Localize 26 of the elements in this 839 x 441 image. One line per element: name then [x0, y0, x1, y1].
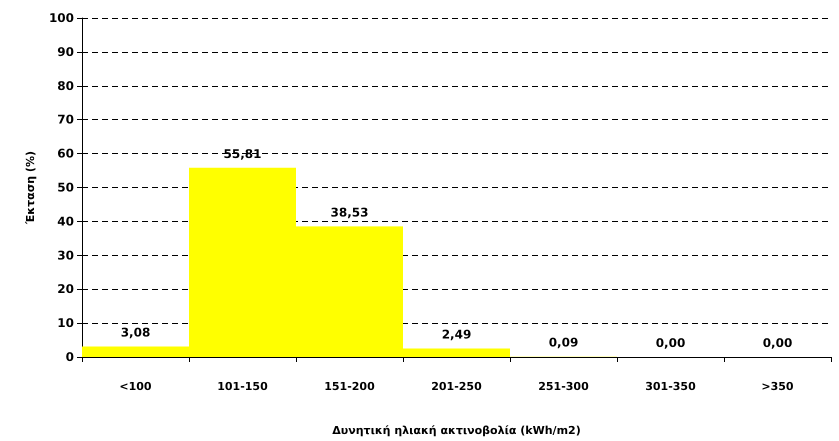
x-tick-label: 201-250 [431, 380, 482, 393]
x-axis-title: Δυνητική ηλιακή ακτινοβολία (kWh/m2) [332, 424, 581, 437]
y-tick-label: 50 [57, 180, 74, 194]
y-tick-label: 10 [57, 316, 74, 330]
data-label: 38,53 [330, 205, 368, 220]
x-tick-label: 101-150 [217, 380, 268, 393]
y-tick-label: 30 [57, 248, 74, 262]
x-tick-label: >350 [761, 380, 794, 393]
y-tick-label: 80 [57, 78, 74, 93]
x-tick-label: 301-350 [645, 380, 696, 393]
data-label: 3,08 [120, 326, 150, 340]
y-axis-title: Έκταση (%) [24, 151, 37, 225]
y-tick-label: 100 [48, 11, 74, 25]
x-tick-label: 151-200 [324, 380, 376, 393]
y-tick-label: 90 [57, 44, 74, 59]
y-tick-label: 70 [57, 112, 74, 127]
y-tick-label: 20 [57, 282, 74, 296]
y-tick-label: 40 [57, 214, 74, 228]
data-label: 0,00 [656, 336, 686, 350]
y-tick-label: 60 [57, 146, 74, 161]
y-tick-label: 0 [66, 350, 74, 364]
data-label: 0,09 [548, 336, 578, 350]
data-label: 0,00 [762, 336, 792, 350]
x-tick-label: <100 [119, 380, 152, 393]
data-label: 2,49 [442, 328, 472, 342]
x-tick-label: 251-300 [538, 380, 590, 393]
